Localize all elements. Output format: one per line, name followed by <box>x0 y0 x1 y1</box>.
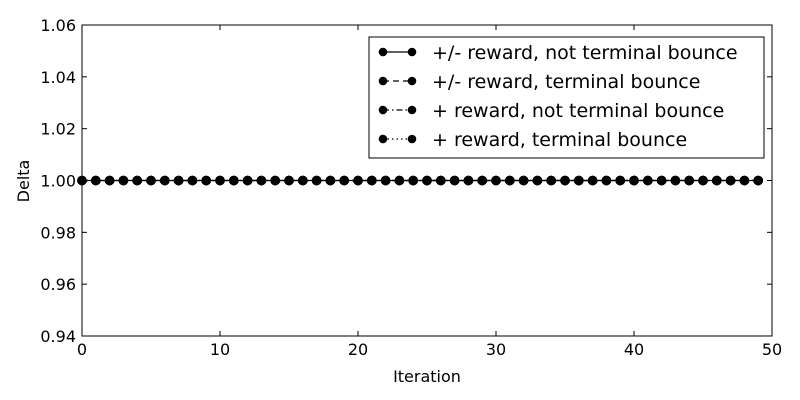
data-point <box>505 175 515 186</box>
data-point <box>325 175 336 186</box>
data-point <box>118 175 129 186</box>
data-point <box>284 175 294 186</box>
data-point <box>712 175 722 186</box>
legend-entry: +/- reward, terminal bounce <box>378 71 700 93</box>
data-point <box>132 175 142 186</box>
data-point <box>532 175 543 186</box>
x-axis-label: Iteration <box>393 367 461 386</box>
data-point <box>463 175 474 186</box>
legend-label: +/- reward, terminal bounce <box>432 71 700 93</box>
data-point <box>656 175 667 186</box>
data-point <box>215 175 225 186</box>
data-point <box>643 175 653 186</box>
x-tick-label: 20 <box>348 340 368 359</box>
data-point <box>560 175 570 186</box>
data-point <box>601 175 612 186</box>
legend-entry: + reward, terminal bounce <box>378 129 687 151</box>
legend-marker <box>407 76 417 86</box>
data-point <box>408 175 419 186</box>
y-tick-label: 0.94 <box>40 327 76 346</box>
data-point <box>518 175 529 186</box>
data-point <box>298 175 308 186</box>
legend-marker <box>378 105 388 115</box>
data-point <box>436 175 446 186</box>
data-point <box>242 175 253 186</box>
y-tick-label: 1.00 <box>40 172 76 191</box>
legend-marker <box>407 105 417 115</box>
x-tick-label: 50 <box>762 340 782 359</box>
data-point <box>91 175 101 186</box>
y-axis-label: Delta <box>14 160 33 203</box>
legend: +/- reward, not terminal bounce +/- rewar… <box>368 36 765 159</box>
data-point <box>574 175 584 186</box>
data-point <box>367 175 377 186</box>
data-point <box>394 175 405 186</box>
x-tick-label: 30 <box>486 340 506 359</box>
plot-area <box>77 175 764 186</box>
y-tick-label: 0.98 <box>40 223 76 242</box>
data-point <box>146 175 156 186</box>
y-tick-label: 0.96 <box>40 275 76 294</box>
data-point <box>104 175 115 186</box>
x-tick-label: 0 <box>77 340 87 359</box>
data-point <box>698 175 708 186</box>
legend-box <box>368 36 765 159</box>
legend-marker <box>407 134 417 144</box>
data-point <box>422 175 432 186</box>
legend-label: +/- reward, not terminal bounce <box>432 42 738 64</box>
legend-marker <box>407 47 417 57</box>
data-point <box>311 175 322 186</box>
legend-marker <box>378 76 388 86</box>
data-point <box>477 175 488 186</box>
data-point <box>229 175 239 186</box>
x-tick-label: 40 <box>624 340 644 359</box>
legend-label: + reward, not terminal bounce <box>432 100 724 122</box>
data-point <box>380 175 391 186</box>
data-point <box>753 175 764 186</box>
legend-marker <box>378 134 388 144</box>
data-point <box>449 175 460 186</box>
y-tick-label: 1.02 <box>40 120 76 139</box>
legend-label: + reward, terminal bounce <box>432 129 687 151</box>
legend-entry: +/- reward, not terminal bounce <box>378 42 738 64</box>
data-point <box>173 175 184 186</box>
legend-marker <box>378 47 388 57</box>
data-point <box>270 175 281 186</box>
data-point <box>187 175 198 186</box>
data-point <box>629 175 639 186</box>
data-point <box>670 175 681 186</box>
data-point <box>256 175 267 186</box>
y-tick-label: 1.06 <box>40 16 76 35</box>
data-point <box>491 175 501 186</box>
data-point <box>353 175 363 186</box>
axis-ticks: 0 10 20 30 40 50 0.94 0.96 0.98 1.00 1.02 1.04 1.06 <box>40 16 782 359</box>
data-point <box>160 175 170 186</box>
series-4 <box>77 175 764 186</box>
data-point <box>615 175 626 186</box>
data-point <box>201 175 211 186</box>
data-point <box>546 175 557 186</box>
y-tick-label: 1.04 <box>40 68 76 87</box>
data-point <box>739 175 750 186</box>
data-point <box>725 175 736 186</box>
x-tick-label: 10 <box>210 340 230 359</box>
data-point <box>339 175 350 186</box>
data-point <box>587 175 598 186</box>
legend-entry: + reward, not terminal bounce <box>378 100 724 122</box>
data-point <box>684 175 695 186</box>
